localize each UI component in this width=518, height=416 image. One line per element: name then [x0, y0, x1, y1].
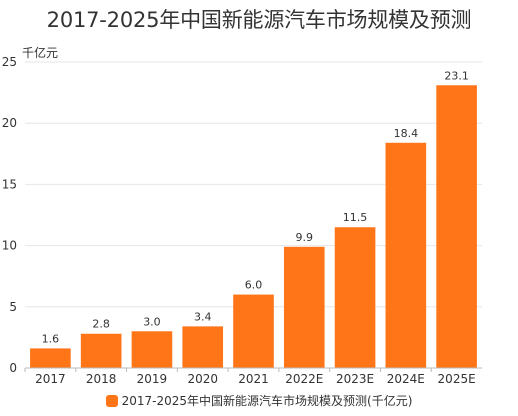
y-tick-label: 10 [2, 239, 17, 253]
data-label-2025E: 23.1 [444, 69, 469, 82]
bar-2022E[interactable] [283, 246, 325, 368]
legend-label: 2017-2025年中国新能源汽车市场规模及预测(千亿元) [121, 394, 413, 408]
data-label-2017: 1.6 [42, 332, 60, 345]
x-tick-label: 2018 [86, 372, 117, 386]
data-label-2024E: 18.4 [394, 127, 419, 140]
bar-2017[interactable] [30, 348, 71, 368]
bar-2019[interactable] [131, 331, 173, 368]
data-label-2019: 3.0 [143, 315, 161, 328]
y-tick-label: 20 [2, 116, 17, 130]
data-label-2023E: 11.5 [343, 211, 368, 224]
legend-swatch [105, 395, 118, 407]
y-tick-label: 15 [2, 177, 17, 191]
chart-title: 2017-2025年中国新能源汽车市场规模及预测 [46, 8, 472, 32]
x-tick-label: 2025E [438, 372, 476, 386]
x-tick-label: 2017 [35, 372, 66, 386]
bar-2023E[interactable] [334, 227, 376, 368]
y-axis-ticks: 0 5 10 15 20 25 [2, 55, 17, 375]
x-tick-label: 2019 [137, 372, 168, 386]
bar-2024E[interactable] [385, 142, 427, 368]
y-tick-label: 5 [9, 300, 17, 314]
legend[interactable]: 2017-2025年中国新能源汽车市场规模及预测(千亿元) [0, 392, 518, 409]
y-axis-unit-label: 千亿元 [22, 46, 59, 60]
bar-2020[interactable] [182, 326, 224, 368]
x-tick-label: 2022E [285, 372, 323, 386]
x-tick-label: 2024E [387, 372, 425, 386]
x-tick-label: 2020 [187, 372, 218, 386]
y-tick-label: 0 [9, 361, 17, 375]
x-tick-label: 2021 [238, 372, 269, 386]
data-label-2021: 6.0 [245, 279, 263, 292]
data-label-2022E: 9.9 [296, 231, 314, 244]
bar-2025E[interactable] [436, 85, 477, 369]
y-tick-label: 25 [2, 55, 17, 69]
bar-2018[interactable] [80, 333, 122, 368]
data-label-2018: 2.8 [92, 318, 110, 331]
bar-2021[interactable] [233, 294, 274, 368]
x-axis-ticks: 2017 2018 2019 2020 2021 2022E 2023E 2024E 2025E [24, 368, 476, 386]
value-labels: 1.6 2.8 3.0 3.4 6.0 9.9 11.5 18.4 23.1 [42, 69, 469, 345]
data-label-2020: 3.4 [194, 310, 212, 323]
x-tick-label: 2023E [336, 372, 374, 386]
bars [30, 85, 477, 369]
